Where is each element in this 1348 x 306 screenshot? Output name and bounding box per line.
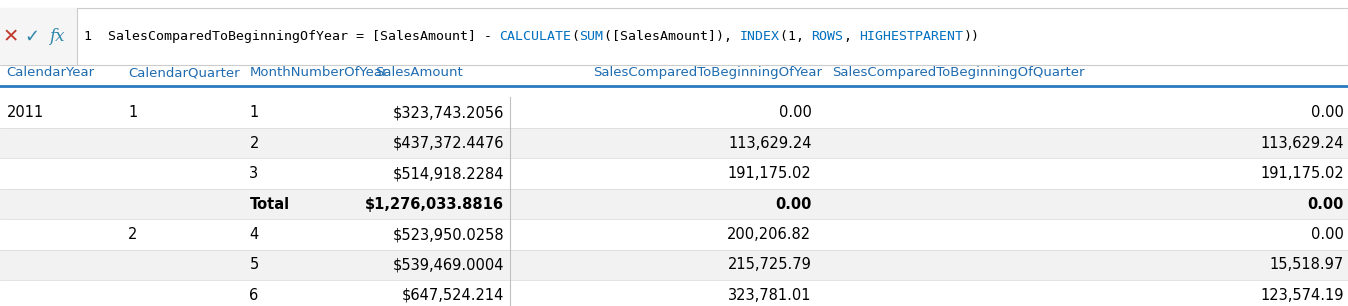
Bar: [0, 97, 1348, 128]
Text: $1,276,033.8816: $1,276,033.8816: [365, 196, 504, 211]
Text: 113,629.24: 113,629.24: [1260, 136, 1344, 151]
Text: fx: fx: [49, 28, 65, 45]
Text: 15,518.97: 15,518.97: [1270, 257, 1344, 272]
Bar: [0, 128, 1348, 158]
Text: SalesComparedToBeginningOfQuarter: SalesComparedToBeginningOfQuarter: [832, 66, 1084, 79]
Text: CalendarYear: CalendarYear: [7, 66, 94, 79]
Text: CalendarQuarter: CalendarQuarter: [128, 66, 240, 79]
Text: 1: 1: [128, 105, 137, 120]
Text: 6: 6: [249, 288, 259, 303]
Text: 2: 2: [249, 136, 259, 151]
Text: 215,725.79: 215,725.79: [728, 257, 811, 272]
Text: 0.00: 0.00: [1308, 196, 1344, 211]
Text: 2: 2: [128, 227, 137, 242]
Bar: [0, 9, 77, 65]
Text: 0.00: 0.00: [1312, 105, 1344, 120]
Text: HIGHESTPARENT: HIGHESTPARENT: [860, 30, 964, 43]
Text: SalesComparedToBeginningOfYear = [SalesAmount] -: SalesComparedToBeginningOfYear = [SalesA…: [92, 30, 500, 43]
Text: (: (: [572, 30, 580, 43]
Text: 5: 5: [249, 257, 259, 272]
Bar: [0, 189, 1348, 219]
Text: ([SalesAmount]),: ([SalesAmount]),: [604, 30, 740, 43]
Text: 4: 4: [249, 227, 259, 242]
Text: ROWS: ROWS: [811, 30, 844, 43]
Text: $323,743.2056: $323,743.2056: [392, 105, 504, 120]
Text: )): )): [964, 30, 980, 43]
Bar: [0, 219, 1348, 250]
Text: Total: Total: [249, 196, 290, 211]
Text: $514,918.2284: $514,918.2284: [392, 166, 504, 181]
Text: SalesAmount: SalesAmount: [375, 66, 462, 79]
Text: 3: 3: [249, 166, 259, 181]
Text: 200,206.82: 200,206.82: [728, 227, 811, 242]
Bar: [0, 9, 1348, 65]
Text: 113,629.24: 113,629.24: [728, 136, 811, 151]
Text: 1: 1: [249, 105, 259, 120]
Text: (1,: (1,: [779, 30, 811, 43]
Text: $539,469.0004: $539,469.0004: [392, 257, 504, 272]
Text: 2011: 2011: [7, 105, 44, 120]
Text: 123,574.19: 123,574.19: [1260, 288, 1344, 303]
Text: $437,372.4476: $437,372.4476: [392, 136, 504, 151]
Text: 323,781.01: 323,781.01: [728, 288, 811, 303]
Text: 191,175.02: 191,175.02: [728, 166, 811, 181]
Text: INDEX: INDEX: [740, 30, 779, 43]
Bar: [0, 158, 1348, 189]
Text: 191,175.02: 191,175.02: [1260, 166, 1344, 181]
Text: ✕: ✕: [3, 27, 19, 46]
Text: SUM: SUM: [580, 30, 604, 43]
Text: ,: ,: [844, 30, 860, 43]
Bar: [0, 250, 1348, 280]
Text: $523,950.0258: $523,950.0258: [392, 227, 504, 242]
Text: 0.00: 0.00: [1312, 227, 1344, 242]
Text: ✓: ✓: [24, 28, 40, 46]
Text: MonthNumberOfYear: MonthNumberOfYear: [249, 66, 388, 79]
Text: 0.00: 0.00: [779, 105, 811, 120]
Text: $647,524.214: $647,524.214: [402, 288, 504, 303]
Text: 0.00: 0.00: [775, 196, 811, 211]
Text: CALCULATE: CALCULATE: [500, 30, 572, 43]
Bar: [0, 280, 1348, 306]
Text: SalesComparedToBeginningOfYear: SalesComparedToBeginningOfYear: [593, 66, 822, 79]
Text: 1: 1: [84, 30, 92, 43]
